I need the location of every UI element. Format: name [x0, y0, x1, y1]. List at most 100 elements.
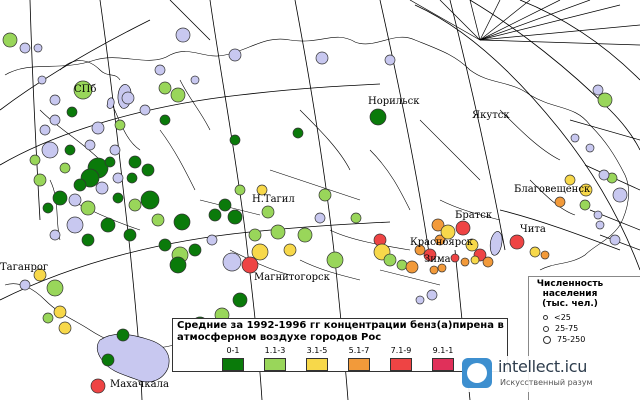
polar-lines [409, 0, 640, 251]
label-blagoveshchensk: Благовещенск [514, 184, 591, 195]
site-logo-icon [462, 358, 492, 388]
city-marker [405, 260, 419, 274]
city-marker [609, 234, 621, 246]
city-marker [482, 256, 494, 268]
legend-class: 3.1-5 [297, 346, 337, 371]
city-marker [90, 378, 106, 394]
city-marker [188, 243, 202, 257]
population-dot [543, 325, 549, 332]
city-marker [46, 279, 64, 297]
city-marker [460, 257, 470, 267]
city-marker [100, 217, 116, 233]
city-marker [384, 54, 396, 66]
city-marker [128, 155, 142, 169]
label-ntagil: Н.Тагил [252, 194, 295, 205]
city-marker [158, 238, 172, 252]
city-marker [208, 208, 222, 222]
city-marker [170, 87, 186, 103]
city-marker [292, 127, 304, 139]
legend-swatch [390, 358, 412, 371]
legend-class-label: 7.1-9 [390, 346, 412, 355]
city-marker [206, 234, 218, 246]
legend-class-label: 0-1 [226, 346, 240, 355]
label-krasnoyarsk: Красноярск [410, 237, 474, 248]
city-marker [251, 243, 269, 261]
city-marker [297, 227, 313, 243]
city-marker [169, 256, 187, 274]
city-marker [431, 218, 445, 232]
label-makhachkala: Махачкала [110, 379, 169, 390]
city-marker [73, 178, 87, 192]
city-marker [270, 224, 286, 240]
city-marker [426, 289, 438, 301]
city-marker [396, 259, 408, 271]
city-marker [80, 200, 96, 216]
population-item-label: 75-250 [557, 335, 586, 344]
city-marker [29, 154, 41, 166]
city-marker [256, 184, 268, 196]
city-marker [369, 108, 387, 126]
population-item: 75-250 [543, 335, 585, 344]
city-marker [81, 233, 95, 247]
legend-class-label: 3.1-5 [306, 346, 328, 355]
city-marker [173, 213, 191, 231]
city-marker [450, 253, 460, 263]
city-marker [429, 265, 439, 275]
legend-title: Средние за 1992-1996 гг концентрации бен… [177, 320, 504, 344]
legend-title-line2: атмосферном воздухе городов Рос [177, 332, 382, 343]
legend-swatch [432, 358, 454, 371]
legend-class: 1.1-3 [255, 346, 295, 371]
city-marker [437, 263, 447, 273]
city-marker [33, 43, 43, 53]
city-marker [123, 228, 137, 242]
city-marker [121, 91, 135, 105]
legend-class-label: 9.1-1 [432, 346, 454, 355]
city-marker [112, 192, 124, 204]
city-marker [64, 144, 76, 156]
city-marker [116, 328, 130, 342]
population-legend-title-line3: (тыс. чел.) [542, 299, 598, 309]
legend-class: 9.1-1 [423, 346, 463, 371]
population-item-label: 25-75 [555, 324, 579, 333]
watermark-name: intellect.icu [498, 357, 588, 376]
city-marker [509, 234, 525, 250]
city-marker [232, 292, 248, 308]
city-marker [579, 183, 593, 197]
city-marker [434, 234, 446, 246]
label-zima: Зима [424, 254, 451, 265]
city-marker [52, 190, 68, 206]
legend-swatch [348, 358, 370, 371]
population-item-label: <25 [554, 313, 571, 322]
city-marker [597, 92, 613, 108]
city-marker [415, 295, 425, 305]
city-marker [19, 279, 31, 291]
city-marker [68, 193, 82, 207]
coastline-north [59, 60, 121, 81]
city-marker [109, 144, 121, 156]
city-marker [554, 196, 566, 208]
city-marker [241, 256, 259, 274]
population-legend-title-line2: населения [542, 289, 598, 299]
city-marker [159, 114, 171, 126]
legend-swatch [222, 358, 244, 371]
city-marker [104, 156, 116, 168]
city-marker [73, 80, 93, 100]
city-marker [139, 104, 151, 116]
city-marker [227, 209, 243, 225]
concentration-legend: Средние за 1992-1996 гг концентрации бен… [172, 318, 508, 372]
city-marker [42, 202, 54, 214]
city-marker [585, 143, 595, 153]
legend-class-label: 1.1-3 [264, 346, 286, 355]
legend-swatch [306, 358, 328, 371]
city-marker [53, 305, 67, 319]
population-legend-title: Численность населения (тыс. чел.) [535, 279, 605, 309]
city-marker [101, 353, 115, 367]
legend-class: 0-1 [213, 346, 253, 371]
city-marker [218, 198, 232, 212]
city-marker [529, 246, 541, 258]
city-marker [2, 32, 18, 48]
population-dot [543, 315, 548, 320]
city-marker [465, 238, 479, 252]
